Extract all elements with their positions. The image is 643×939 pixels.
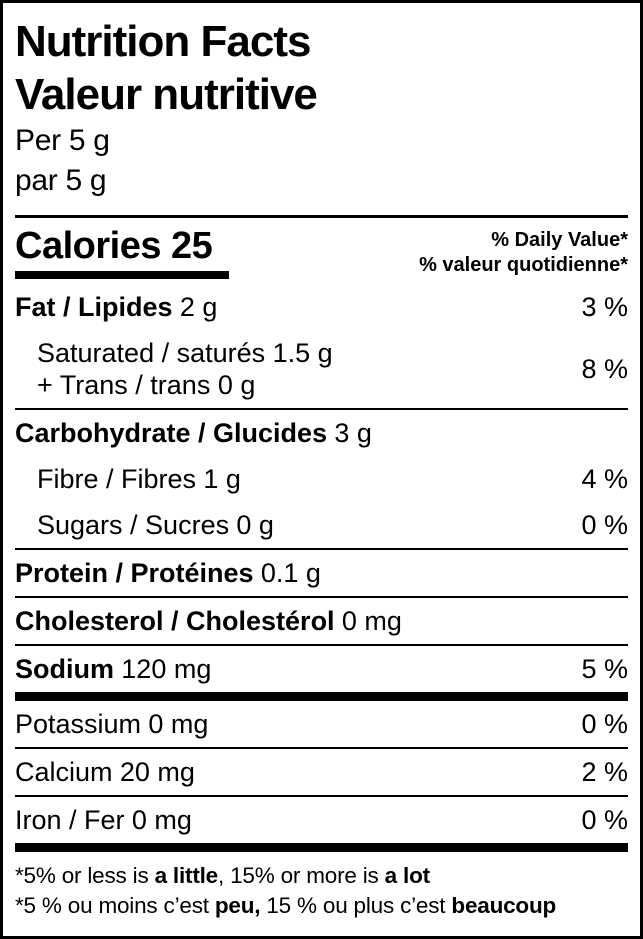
footnote-text: , 15% or more is: [217, 863, 385, 888]
nutrient-amount: 3 g: [334, 418, 372, 448]
footnote-emphasis: beaucoup: [451, 893, 557, 918]
nutrient-name: Calcium: [15, 757, 113, 787]
nutrient-row-protein: Protein / Protéines 0.1 g: [15, 550, 628, 596]
title-en: Nutrition Facts: [15, 17, 311, 66]
footnote-line-fr: *5 % ou moins c’est peu, 15 % ou plus c’…: [15, 891, 628, 921]
nutrient-amount: 0.1 g: [260, 558, 321, 588]
nutrient-name: Fat / Lipides: [15, 292, 173, 322]
daily-value-footnote: *5% or less is a little, 15% or more is …: [15, 861, 628, 921]
nutrient-row-cholesterol: Cholesterol / Cholestérol 0 mg: [15, 598, 628, 644]
calories-underline-bar: [15, 271, 229, 279]
separator-rule: [15, 408, 628, 410]
nutrient-daily-value: 5 %: [581, 654, 628, 684]
nutrient-name: Cholesterol / Cholestérol: [15, 606, 335, 636]
section-divider-bar: [15, 843, 628, 852]
footnote-text: 15 % ou plus c’est: [260, 893, 452, 918]
nutrient-amount: 20 mg: [119, 757, 195, 787]
calories-section: Calories 25 % Daily Value* % valeur quot…: [15, 218, 628, 284]
nutrient-daily-value: 3 %: [581, 292, 628, 322]
nutrient-name: Sugars / Sucres: [37, 510, 230, 540]
nutrient-row-carbohydrate: Carbohydrate / Glucides 3 g: [15, 410, 628, 456]
separator-rule: [15, 596, 628, 598]
nutrient-amount: 2 g: [179, 292, 218, 322]
daily-value-header-en: % Daily Value*: [491, 229, 628, 251]
nutrient-name: Sodium: [15, 654, 114, 684]
nutrient-row-sodium: Sodium 120 mg 5 %: [15, 646, 628, 692]
header-divider-rule: [15, 215, 628, 218]
nutrient-amount: 120 mg: [121, 654, 212, 684]
separator-rule: [15, 548, 628, 550]
nutrient-daily-value: 0 %: [581, 805, 628, 835]
footnote-emphasis: peu,: [214, 893, 261, 918]
nutrient-row-potassium: Potassium 0 mg 0 %: [15, 701, 628, 747]
nutrient-row-saturated-trans: Saturated / saturés 1.5 g + Trans / tran…: [15, 330, 628, 408]
nutrient-name: Iron / Fer: [15, 805, 125, 835]
separator-rule: [15, 644, 628, 646]
separator-rule: [15, 747, 628, 749]
nutrient-row-fibre: Fibre / Fibres 1 g 4 %: [15, 456, 628, 502]
nutrient-row-calcium: Calcium 20 mg 2 %: [15, 749, 628, 795]
nutrient-row-sugars: Sugars / Sucres 0 g 0 %: [15, 502, 628, 548]
nutrient-daily-value: 4 %: [581, 464, 628, 494]
calories-value: Calories 25: [15, 225, 213, 267]
nutrient-name: Protein / Protéines: [15, 558, 254, 588]
nutrient-line-saturated: Saturated / saturés 1.5 g: [37, 338, 333, 368]
nutrient-amount: 0 mg: [131, 805, 192, 835]
footnote-emphasis: a little: [154, 863, 219, 888]
nutrient-daily-value: 0 %: [581, 510, 628, 540]
daily-value-header: % Daily Value* % valeur quotidienne*: [419, 225, 628, 278]
serving-size-fr: par 5 g: [15, 164, 107, 197]
calories-block: Calories 25: [15, 225, 229, 279]
nutrient-amount: 0 g: [236, 510, 274, 540]
nutrient-daily-value: 2 %: [581, 757, 628, 787]
label-header: Nutrition Facts Valeur nutritive Per 5 g…: [15, 15, 628, 201]
nutrient-name: Potassium: [15, 709, 142, 739]
footnote-emphasis: a lot: [384, 863, 430, 888]
section-divider-bar: [15, 692, 628, 701]
nutrient-row-iron: Iron / Fer 0 mg 0 %: [15, 797, 628, 843]
title-fr: Valeur nutritive: [15, 70, 318, 119]
footnote-text: *5% or less is: [15, 863, 155, 888]
nutrient-amount: 0 mg: [148, 709, 209, 739]
nutrient-name: Carbohydrate / Glucides: [15, 418, 328, 448]
nutrient-amount: 1 g: [203, 464, 241, 494]
serving-size-en: Per 5 g: [15, 124, 110, 157]
saturated-trans-lines: Saturated / saturés 1.5 g + Trans / tran…: [15, 337, 333, 401]
daily-value-header-fr: % valeur quotidienne*: [419, 254, 628, 276]
nutrient-line-trans: + Trans / trans 0 g: [37, 370, 256, 400]
nutrient-row-fat: Fat / Lipides 2 g 3 %: [15, 284, 628, 330]
nutrient-name: Fibre / Fibres: [37, 464, 197, 494]
nutrient-daily-value: 8 %: [581, 354, 628, 384]
separator-rule: [15, 795, 628, 797]
nutrient-daily-value: 0 %: [581, 709, 628, 739]
footnote-text: *5 % ou moins c’est: [15, 893, 215, 918]
footnote-line-en: *5% or less is a little, 15% or more is …: [15, 861, 628, 891]
nutrient-amount: 0 mg: [341, 606, 402, 636]
